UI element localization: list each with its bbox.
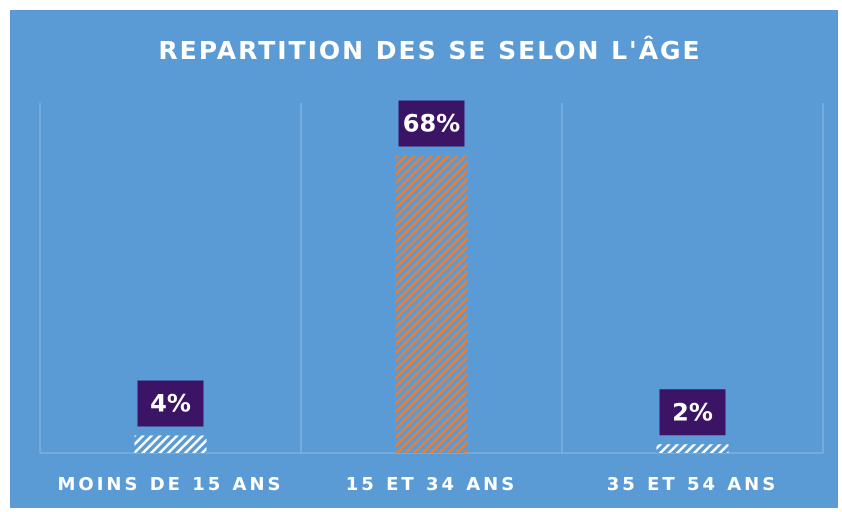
value-label: 68% xyxy=(403,110,460,138)
value-label-box xyxy=(398,100,465,147)
value-label: 4% xyxy=(150,390,191,418)
bar xyxy=(395,155,468,453)
bar xyxy=(134,435,207,453)
bar xyxy=(656,444,729,453)
x-tick-label: MOINS DE 15 ANS xyxy=(58,474,284,495)
value-label-box xyxy=(137,380,204,427)
x-tick-label: 35 ET 54 ANS xyxy=(607,474,778,495)
x-tick-label: 15 ET 34 ANS xyxy=(346,474,517,495)
chart-title: REPARTITION DES SE SELON L'ÂGE xyxy=(158,36,701,65)
value-label-box xyxy=(659,389,726,436)
value-label: 2% xyxy=(672,398,713,426)
